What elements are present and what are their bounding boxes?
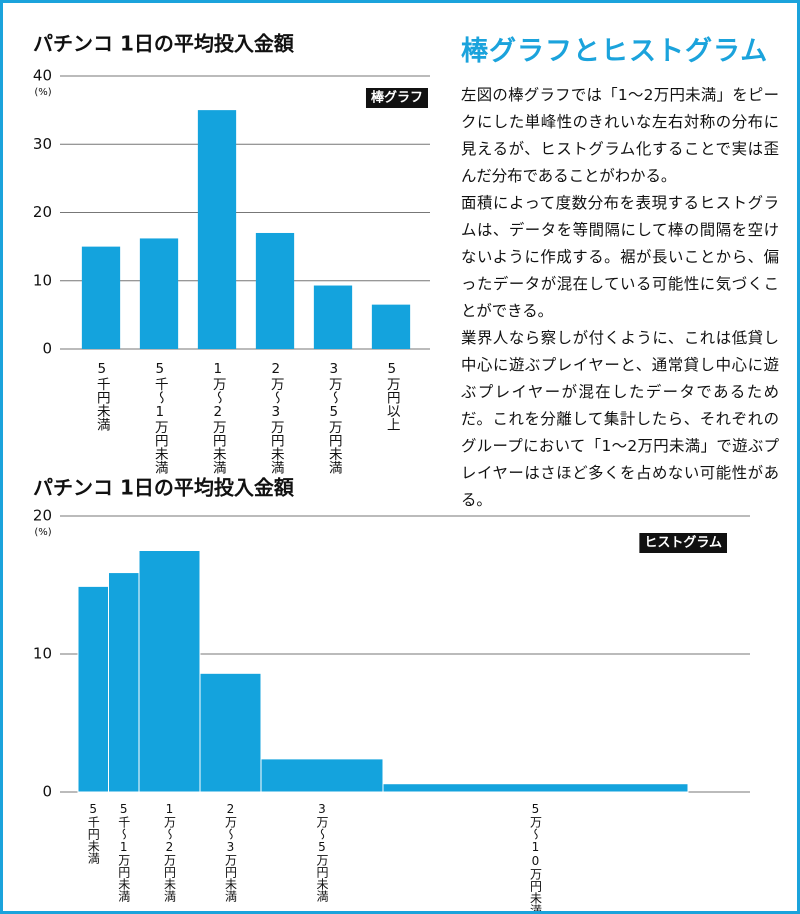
bar <box>139 238 179 349</box>
article: 棒グラフとヒストグラム 左図の棒グラフでは「1〜2万円未満」をピークにした単峰性… <box>461 29 779 514</box>
histogram-bar <box>108 572 140 793</box>
article-title: 棒グラフとヒストグラム <box>461 36 769 67</box>
y-tick-label: 10 <box>33 271 52 289</box>
chart-title: パチンコ 1日の平均投入金額 <box>33 32 295 56</box>
x-tick-label: 3万〜5万円未満 <box>325 361 342 474</box>
x-tick-label: 5万〜10万円未満 <box>528 802 543 914</box>
histogram-bar <box>77 585 109 793</box>
y-tick-label: 20 <box>33 203 52 221</box>
paragraph: 左図の棒グラフでは「1〜2万円未満」をピークにした単峰性のきれいな左右対称の分布… <box>461 86 779 185</box>
histogram-bar <box>199 672 262 793</box>
x-tick-label: 5万円以上 <box>383 361 400 431</box>
y-tick-label: 20 <box>33 507 52 525</box>
badge <box>639 533 727 553</box>
x-tick-label: 5千円未満 <box>93 361 110 431</box>
x-tick-label: 5千〜1万円未満 <box>116 802 131 902</box>
x-tick-label: 3万〜5万円未満 <box>315 802 329 902</box>
y-tick-label: 30 <box>33 135 52 153</box>
y-tick-label: 40 <box>33 67 52 85</box>
paragraph: 面積によって度数分布を表現するヒストグラムは、データを等間隔にして棒の間隔を空け… <box>461 194 779 320</box>
histogram-bar <box>138 550 201 793</box>
x-tick-label: 5千円未満 <box>86 802 101 864</box>
y-unit: (%) <box>34 87 51 98</box>
bar <box>81 246 121 349</box>
x-tick-label: 1万〜2万円未満 <box>209 361 226 474</box>
bar <box>255 232 295 349</box>
y-tick-label: 0 <box>42 783 52 801</box>
bar <box>371 304 411 349</box>
y-unit: (%) <box>34 527 51 538</box>
bar <box>313 285 353 349</box>
x-tick-label: 5千〜1万円未満 <box>151 361 168 474</box>
badge-label: 棒グラフ <box>371 90 423 106</box>
histogram-bar <box>382 783 689 793</box>
y-tick-label: 10 <box>33 645 52 663</box>
histogram-bar <box>260 758 384 793</box>
badge-label: ヒストグラム <box>644 535 722 551</box>
badge <box>365 88 428 108</box>
bar <box>197 110 237 349</box>
x-tick-label: 1万〜2万円未満 <box>162 802 177 902</box>
chart-title: パチンコ 1日の平均投入金額 <box>33 476 295 500</box>
paragraph: 業界人なら察しが付くように、これは低貸し中心に遊ぶプレイヤーと、通常貸し中心に遊… <box>461 329 779 509</box>
x-tick-label: 2万〜3万円未満 <box>223 802 238 902</box>
x-tick-label: 2万〜3万円未満 <box>267 361 284 474</box>
y-tick-label: 0 <box>42 340 52 358</box>
